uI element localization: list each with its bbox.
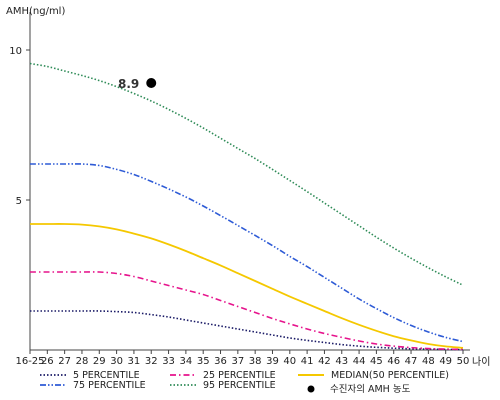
- series-line-75-percentile: [30, 163, 464, 343]
- x-tick-label: 38: [249, 356, 262, 367]
- series-line-25-percentile: [30, 271, 464, 351]
- legend-label-75-percentile: 75 PERCENTILE: [73, 380, 146, 391]
- x-tick-label: 50: [457, 356, 470, 367]
- y-tick-label: 5: [16, 196, 22, 207]
- x-tick-label: 44: [353, 356, 366, 367]
- x-tick-label: 28: [76, 356, 89, 367]
- legend: 5 PERCENTILE 25 PERCENTILE MEDIAN(50 PERCE…: [40, 370, 449, 395]
- y-axis-title: AMH(ng/ml): [6, 6, 65, 17]
- x-tick-label: 43: [335, 356, 348, 367]
- x-tick-label: 42: [318, 356, 331, 367]
- x-tick-label: 37: [231, 356, 244, 367]
- y-tick-label: 10: [9, 46, 22, 57]
- x-tick-label: 27: [58, 356, 71, 367]
- legend-label-5-percentile: 5 PERCENTILE: [73, 370, 140, 381]
- legend-swatch-patient-point: [307, 385, 315, 393]
- series-line-median-50-percentile: [30, 223, 464, 349]
- series-line-95-percentile: [29, 62, 464, 286]
- x-tick-label: 26: [41, 356, 54, 367]
- patient-amh-point: [146, 78, 157, 88]
- x-tick-label: 32: [145, 356, 158, 367]
- x-axis-title: 나이: [472, 356, 490, 368]
- x-tick-label: 35: [197, 356, 210, 367]
- x-tick-label: 30: [110, 356, 123, 367]
- x-tick-label: 16-25: [15, 356, 44, 367]
- legend-label-95-percentile: 95 PERCENTILE: [203, 380, 276, 391]
- x-tick-label: 45: [370, 356, 383, 367]
- patient-amh-point-label: 8.9: [118, 77, 139, 91]
- series-layer: [29, 62, 464, 351]
- x-tick-label: 33: [162, 356, 175, 367]
- legend-label-median-50-percentile: MEDIAN(50 PERCENTILE): [331, 370, 449, 381]
- x-tick-label: 46: [387, 356, 400, 367]
- x-tick-label: 29: [93, 356, 106, 367]
- x-tick-label: 49: [439, 356, 452, 367]
- x-tick-label: 36: [214, 356, 227, 367]
- x-tick-label: 47: [405, 356, 418, 367]
- x-tick-label: 40: [283, 356, 296, 367]
- x-tick-label: 39: [266, 356, 279, 367]
- legend-label-patient-point: 수진자의 AMH 농도: [330, 384, 411, 395]
- x-tick-label: 34: [180, 356, 193, 367]
- legend-label-25-percentile: 25 PERCENTILE: [203, 370, 276, 381]
- x-tick-label: 48: [422, 356, 435, 367]
- x-tick-label: 31: [128, 356, 141, 367]
- series-line-5-percentile: [30, 310, 464, 351]
- x-tick-label: 41: [301, 356, 314, 367]
- point-layer: 8.9: [118, 77, 157, 91]
